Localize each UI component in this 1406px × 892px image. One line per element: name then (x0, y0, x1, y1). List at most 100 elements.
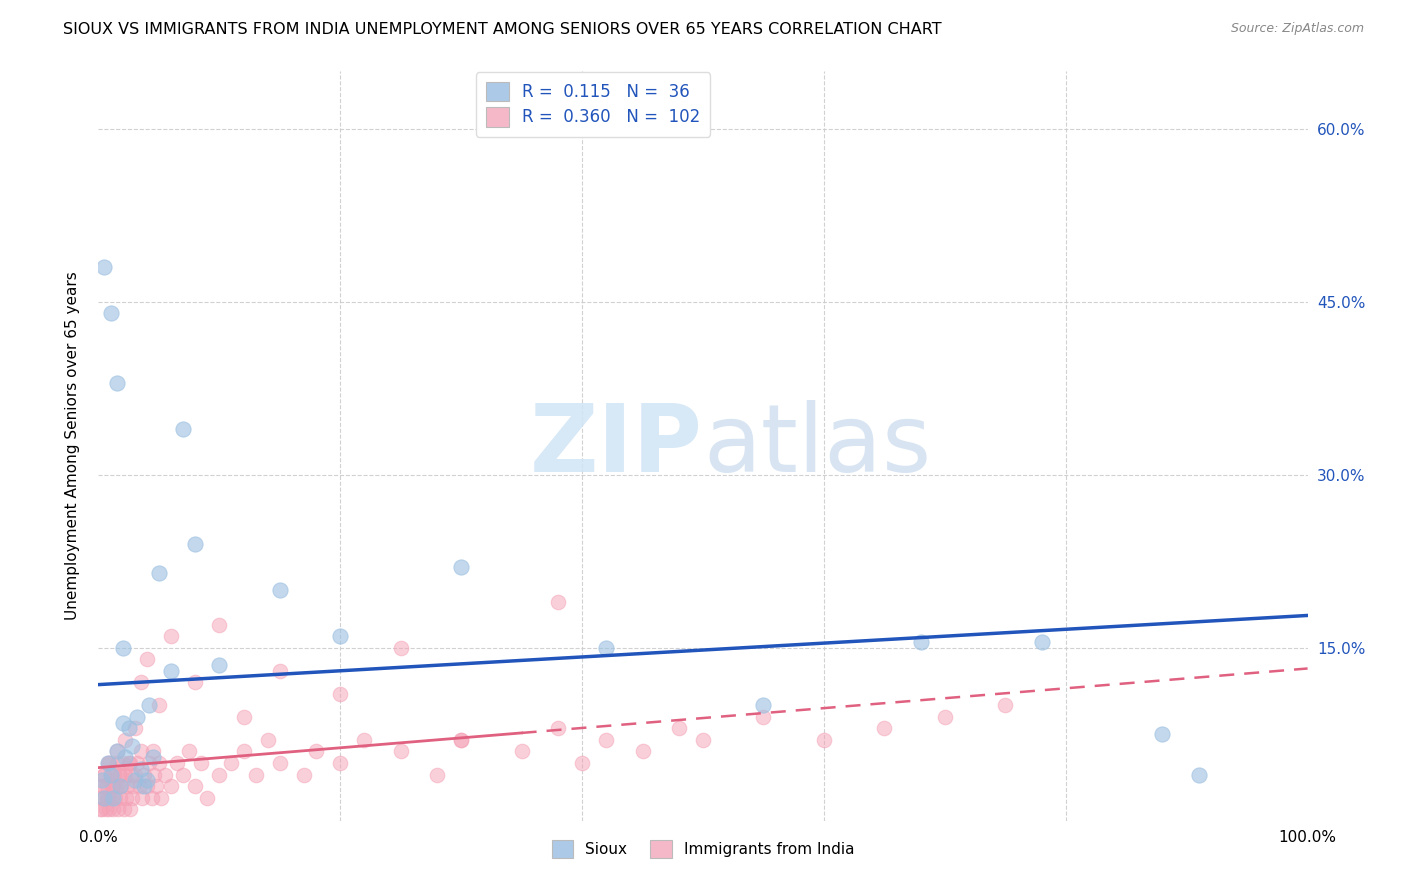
Point (450, 733, 472, 747)
Point (96, 790, 118, 805)
Point (134, 779, 156, 793)
Point (105, 779, 128, 793)
Point (114, 767, 136, 781)
Y-axis label: Unemployment Among Seniors over 65 years: Unemployment Among Seniors over 65 years (65, 272, 80, 620)
Point (108, 767, 131, 781)
Point (547, 594, 569, 608)
Point (118, 756, 141, 770)
Point (208, 617, 231, 632)
Point (208, 658, 231, 673)
Point (93, 767, 115, 781)
Point (108, 767, 131, 781)
Point (91, 773, 114, 788)
Point (93, 260, 115, 275)
Point (269, 756, 291, 770)
Point (329, 756, 352, 770)
Point (112, 802, 135, 816)
Point (127, 756, 149, 770)
Point (450, 733, 472, 747)
Point (138, 698, 160, 713)
Point (128, 779, 150, 793)
Point (450, 560, 472, 574)
Point (135, 773, 157, 788)
Point (353, 733, 375, 747)
Legend: Sioux, Immigrants from India: Sioux, Immigrants from India (544, 832, 862, 865)
Point (121, 790, 143, 805)
Point (752, 710, 775, 724)
Point (105, 744, 128, 758)
Point (547, 722, 569, 736)
Point (105, 744, 128, 758)
Text: atlas: atlas (703, 400, 931, 492)
Point (150, 790, 173, 805)
Point (813, 733, 835, 747)
Point (221, 756, 243, 770)
Point (631, 744, 654, 758)
Point (166, 756, 188, 770)
Point (138, 756, 160, 770)
Point (101, 790, 124, 805)
Point (111, 715, 134, 730)
Point (114, 733, 136, 747)
Point (184, 537, 207, 551)
Point (1152, 727, 1174, 741)
Point (127, 710, 149, 724)
Point (232, 710, 254, 724)
Point (105, 376, 128, 390)
Point (124, 773, 146, 788)
Point (142, 750, 165, 764)
Point (89, 802, 111, 816)
Point (110, 779, 132, 793)
Point (108, 779, 131, 793)
Point (232, 744, 254, 758)
Point (124, 722, 146, 736)
Point (115, 790, 138, 805)
Point (994, 698, 1017, 713)
Point (190, 756, 212, 770)
Point (100, 767, 122, 781)
Point (141, 790, 163, 805)
Point (107, 802, 129, 816)
Point (100, 779, 122, 793)
Point (595, 640, 617, 655)
Point (172, 422, 194, 436)
Point (94, 802, 117, 816)
Point (135, 779, 157, 793)
Point (100, 790, 122, 805)
Point (142, 744, 165, 758)
Point (111, 640, 134, 655)
Point (145, 779, 167, 793)
Point (184, 675, 207, 690)
Point (148, 756, 170, 770)
Point (108, 790, 131, 805)
Point (129, 762, 152, 776)
Point (1188, 767, 1211, 781)
Point (1031, 635, 1053, 649)
Point (208, 767, 231, 781)
Point (91, 779, 114, 793)
Point (93, 790, 115, 805)
Point (98, 756, 121, 770)
Point (100, 767, 122, 781)
Point (96, 779, 118, 793)
Point (269, 583, 291, 598)
Point (135, 652, 157, 666)
Point (114, 750, 136, 764)
Point (129, 744, 152, 758)
Point (148, 698, 170, 713)
Point (105, 756, 128, 770)
Point (93, 790, 115, 805)
Point (91, 779, 114, 793)
Point (934, 710, 956, 724)
Point (292, 767, 315, 781)
Point (121, 739, 143, 753)
Point (389, 640, 412, 655)
Point (97, 756, 120, 770)
Point (120, 767, 142, 781)
Point (97, 756, 120, 770)
Point (571, 756, 593, 770)
Point (118, 722, 141, 736)
Point (104, 790, 127, 805)
Point (910, 635, 932, 649)
Point (179, 744, 201, 758)
